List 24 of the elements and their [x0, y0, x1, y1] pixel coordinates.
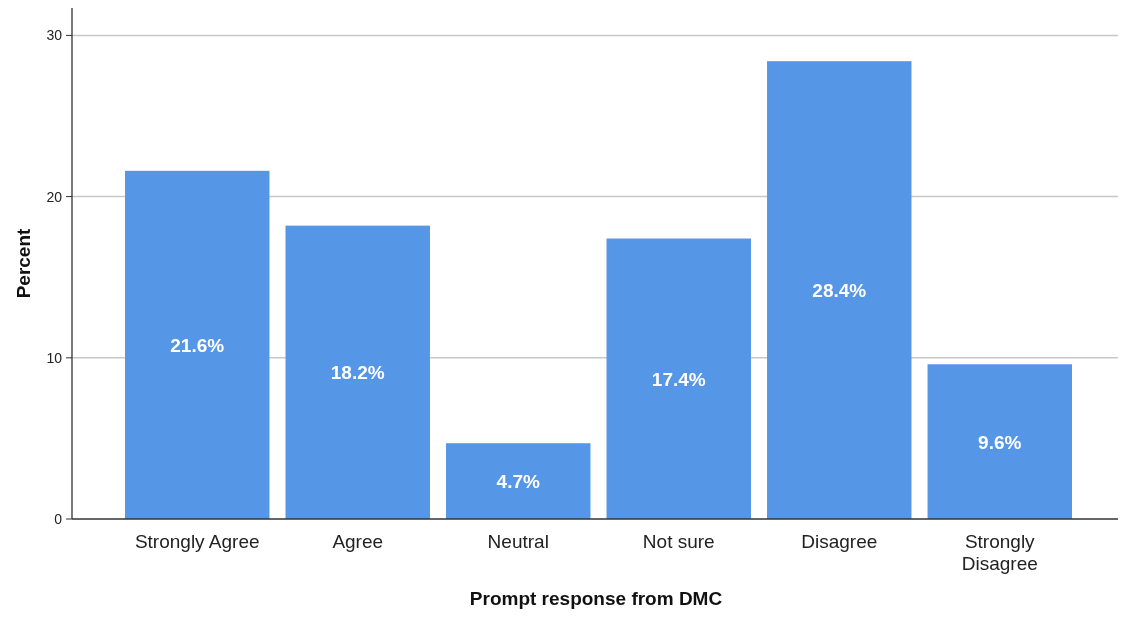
bar — [767, 61, 912, 519]
y-tick-label: 20 — [46, 188, 63, 205]
bar — [927, 364, 1072, 519]
x-tick-label: Strongly Agree — [134, 531, 260, 552]
data-label: 21.6% — [170, 334, 225, 356]
data-label: 17.4% — [651, 368, 706, 390]
y-axis-title: Percent — [13, 227, 34, 299]
data-label: 28.4% — [812, 280, 867, 302]
bar — [446, 443, 591, 519]
x-tick-label: Agree — [332, 531, 384, 552]
x-tick-label: Strongly Disagree — [961, 531, 1038, 574]
data-label: 9.6% — [978, 431, 1022, 453]
x-tick-label: Neutral — [487, 531, 549, 552]
y-tick-label: 30 — [46, 27, 63, 44]
bar — [285, 225, 430, 519]
x-axis-title: Prompt response from DMC — [469, 588, 723, 609]
data-label: 18.2% — [330, 362, 385, 384]
data-label: 4.7% — [496, 471, 540, 493]
x-tick-label: Disagree — [801, 531, 878, 552]
bar — [606, 238, 751, 519]
y-tick-label: 0 — [54, 511, 63, 527]
bar — [125, 170, 270, 519]
y-tick-label: 10 — [46, 349, 63, 366]
x-tick-label: Not sure — [642, 531, 715, 552]
